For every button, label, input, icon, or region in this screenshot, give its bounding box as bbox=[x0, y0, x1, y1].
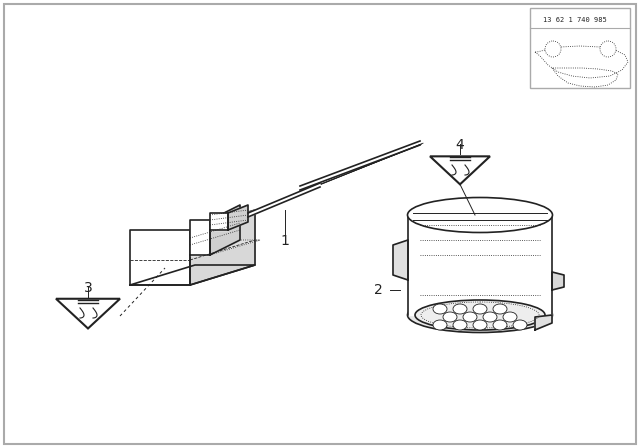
Polygon shape bbox=[393, 240, 408, 280]
Text: 1: 1 bbox=[280, 234, 289, 248]
Polygon shape bbox=[190, 210, 255, 285]
Polygon shape bbox=[130, 230, 190, 285]
Text: 13 62 1 740 985: 13 62 1 740 985 bbox=[543, 17, 607, 23]
Text: 3: 3 bbox=[84, 281, 92, 295]
Polygon shape bbox=[56, 299, 120, 328]
Ellipse shape bbox=[415, 300, 545, 330]
Ellipse shape bbox=[433, 304, 447, 314]
Ellipse shape bbox=[503, 312, 517, 322]
Ellipse shape bbox=[513, 320, 527, 330]
Polygon shape bbox=[430, 156, 490, 184]
Ellipse shape bbox=[408, 198, 552, 233]
Polygon shape bbox=[535, 315, 552, 330]
Ellipse shape bbox=[433, 320, 447, 330]
FancyBboxPatch shape bbox=[530, 8, 630, 88]
Circle shape bbox=[545, 41, 561, 57]
Polygon shape bbox=[210, 213, 228, 230]
Ellipse shape bbox=[443, 312, 457, 322]
Ellipse shape bbox=[453, 304, 467, 314]
Ellipse shape bbox=[408, 297, 552, 332]
Text: 4: 4 bbox=[456, 138, 465, 152]
Ellipse shape bbox=[483, 312, 497, 322]
Polygon shape bbox=[190, 240, 260, 255]
Polygon shape bbox=[190, 220, 210, 255]
Ellipse shape bbox=[493, 304, 507, 314]
Ellipse shape bbox=[463, 312, 477, 322]
Polygon shape bbox=[210, 222, 248, 230]
Text: 2: 2 bbox=[374, 283, 382, 297]
Polygon shape bbox=[408, 215, 552, 315]
Polygon shape bbox=[130, 265, 255, 285]
Ellipse shape bbox=[493, 320, 507, 330]
Polygon shape bbox=[210, 205, 240, 255]
Ellipse shape bbox=[473, 304, 487, 314]
Polygon shape bbox=[228, 205, 248, 230]
Ellipse shape bbox=[473, 320, 487, 330]
Polygon shape bbox=[248, 183, 320, 217]
Circle shape bbox=[600, 41, 616, 57]
Polygon shape bbox=[552, 272, 564, 290]
Ellipse shape bbox=[453, 320, 467, 330]
